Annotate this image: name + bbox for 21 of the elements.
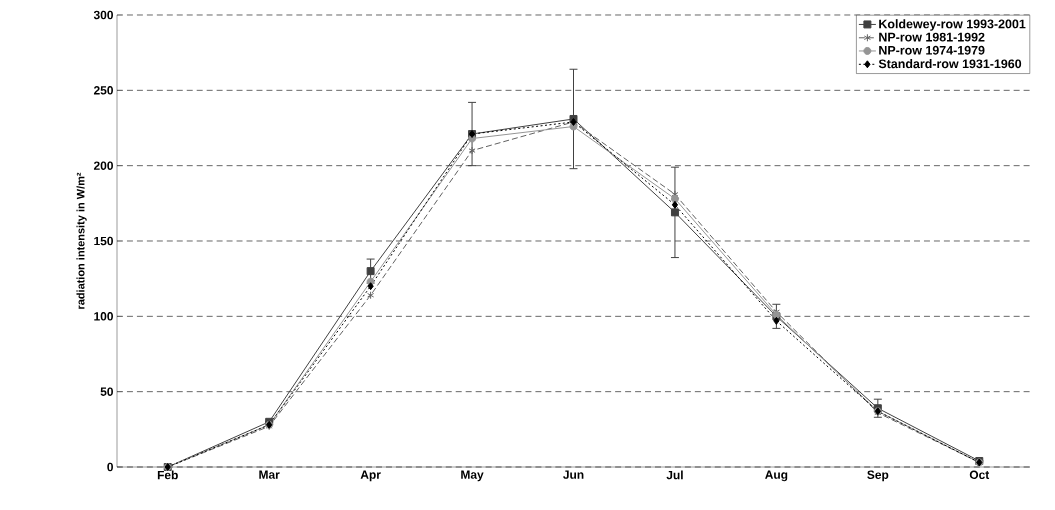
x-tick-label: Oct bbox=[969, 470, 990, 479]
y-tick-label: 250 bbox=[93, 86, 113, 95]
y-tick-label: 200 bbox=[93, 161, 113, 170]
legend-label: NP-row 1974-1979 bbox=[879, 45, 985, 55]
y-tick-label: 300 bbox=[93, 10, 113, 20]
legend-label: Koldewey-row 1993-2001 bbox=[879, 19, 1026, 31]
y-axis-title: radiation intensity in W/m² bbox=[76, 172, 87, 309]
x-tick-label: Aug bbox=[765, 470, 788, 482]
y-tick-label: 0 bbox=[107, 462, 113, 472]
legend-label: Standard-row 1931-1960 bbox=[878, 59, 1022, 69]
x-tick-label: Jun bbox=[563, 470, 584, 479]
y-tick-label: 50 bbox=[100, 387, 113, 396]
x-tick-label: Mar bbox=[259, 470, 280, 479]
x-tick-label: Sep bbox=[867, 470, 889, 482]
x-tick-label: May bbox=[461, 470, 484, 482]
x-tick-label: Jul bbox=[666, 470, 683, 480]
x-tick-label: Apr bbox=[360, 470, 381, 482]
y-tick-label: 150 bbox=[94, 236, 113, 246]
x-tick-label: Feb bbox=[157, 470, 178, 480]
legend-label: NP-row 1981-1992 bbox=[879, 32, 985, 42]
y-tick-label: 100 bbox=[94, 312, 113, 321]
